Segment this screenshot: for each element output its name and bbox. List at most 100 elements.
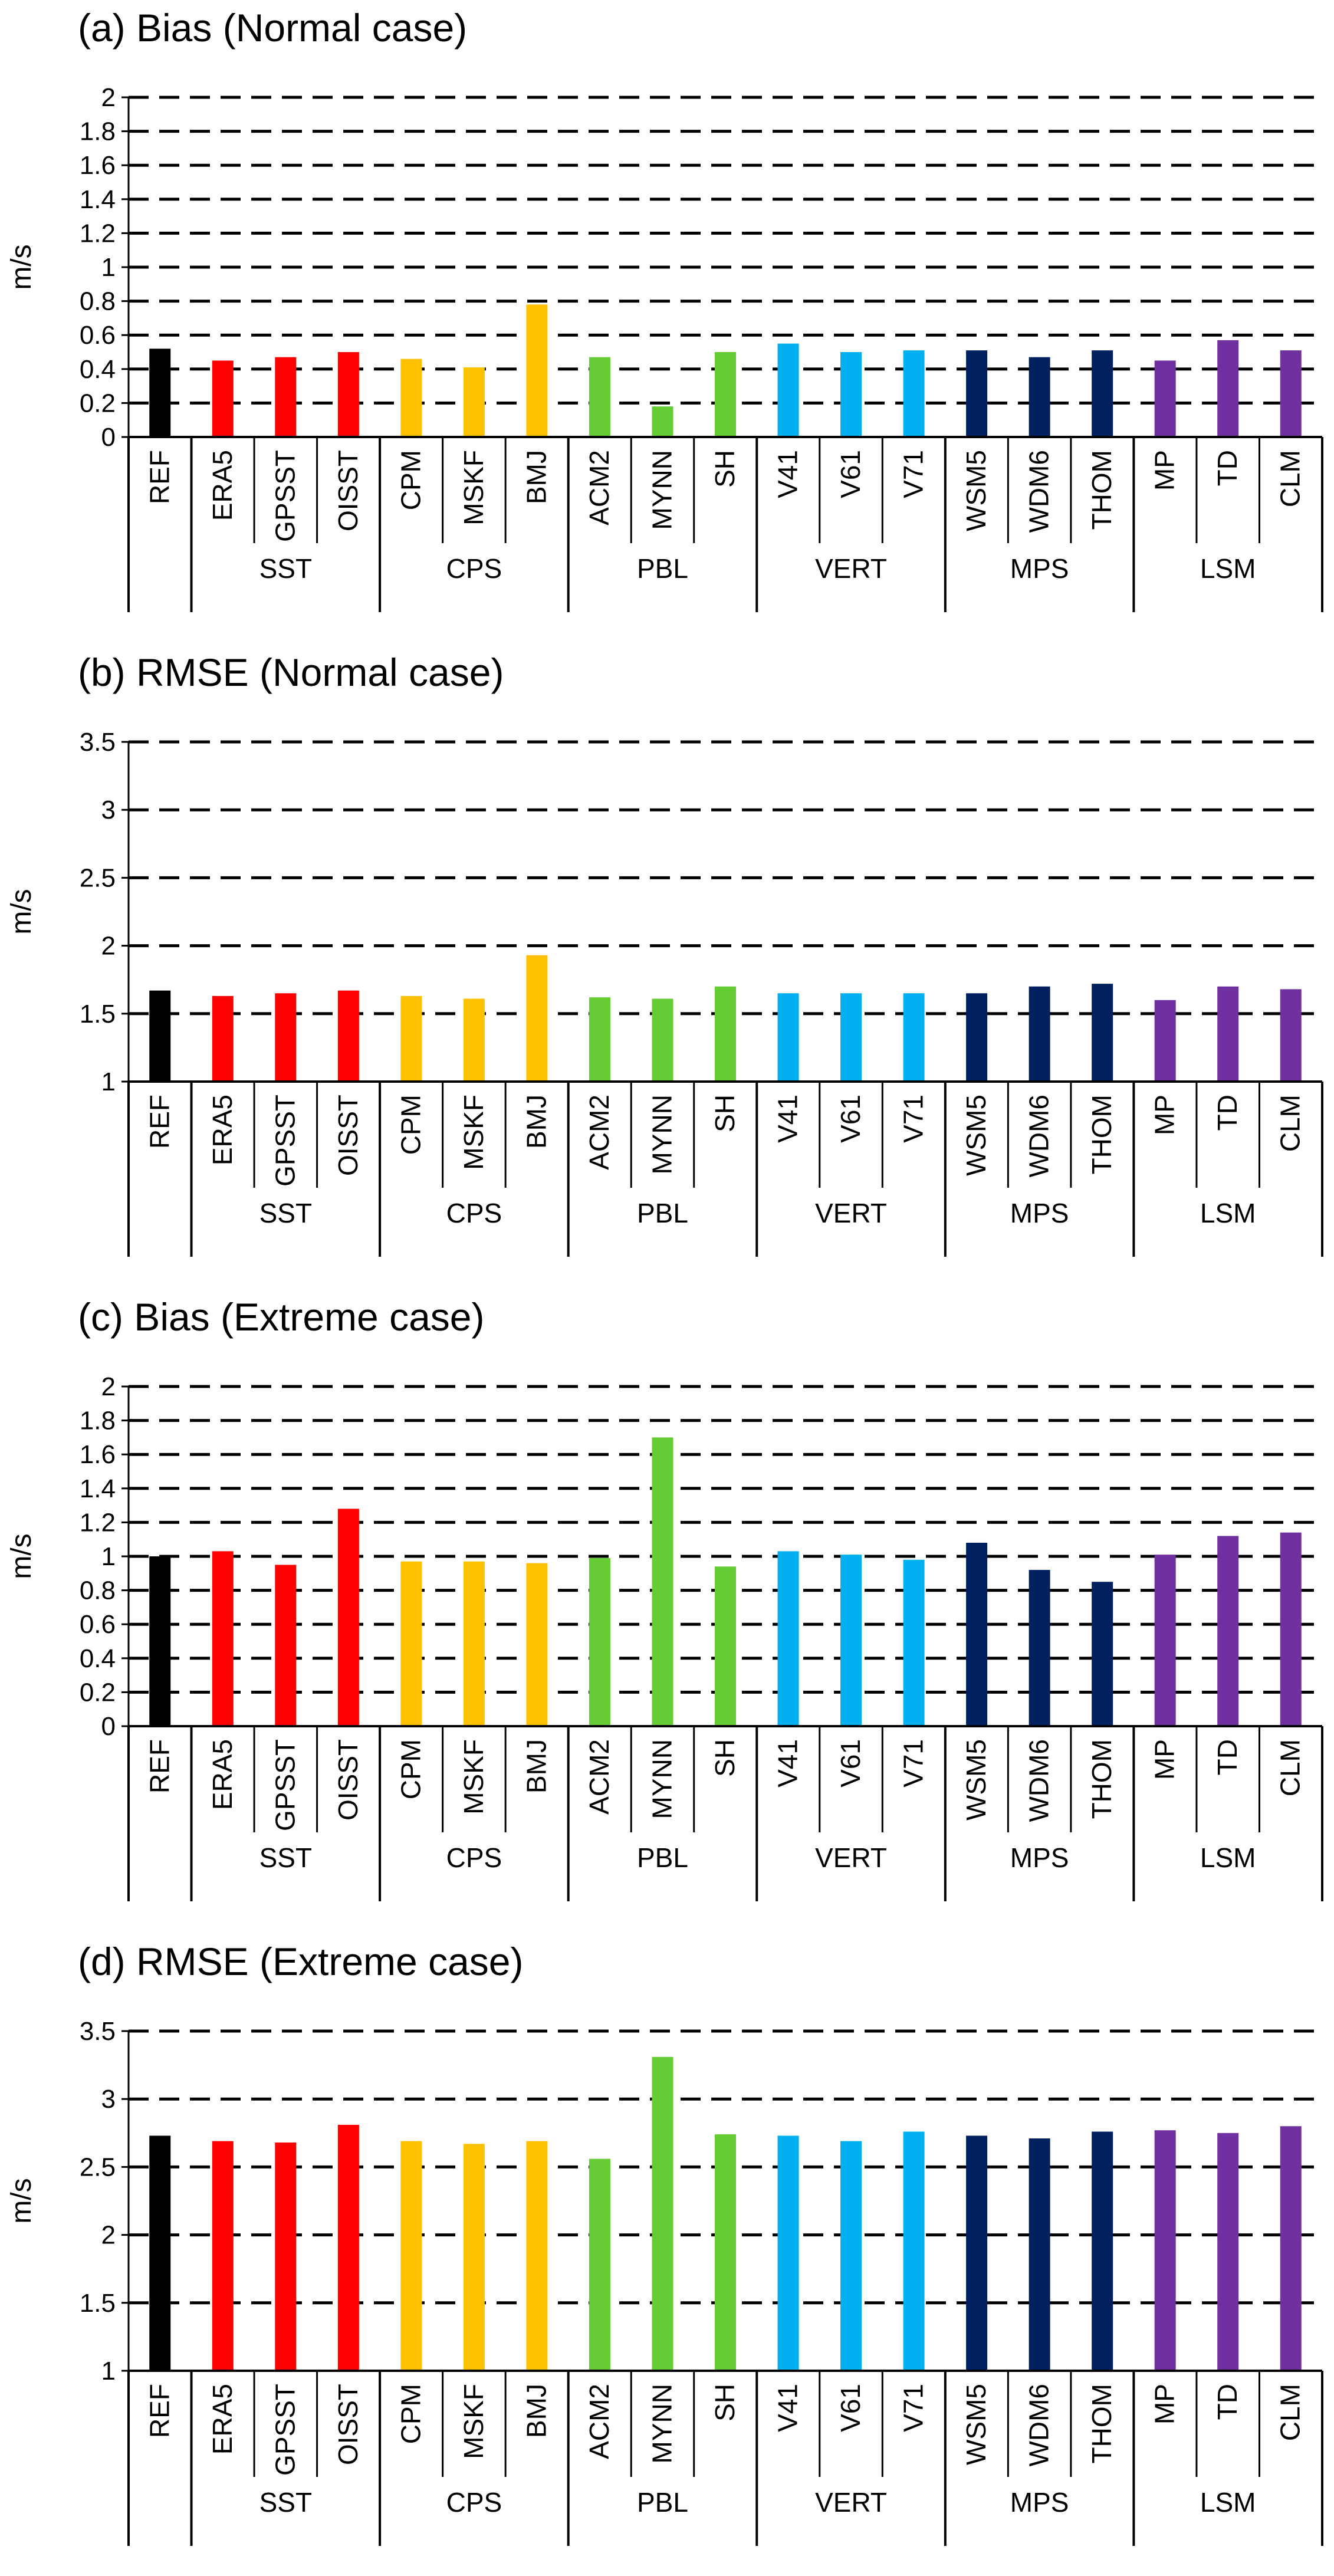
bar-sh [715, 2134, 736, 2371]
bar-cpm [400, 2141, 422, 2371]
category-label: CPM [395, 1739, 426, 1799]
category-label: SH [709, 450, 740, 488]
y-axis-label: m/s [6, 244, 37, 290]
y-axis-label: m/s [6, 1533, 37, 1579]
bar-v41 [777, 2135, 799, 2371]
y-tick-label: 0.4 [80, 355, 116, 384]
y-tick-label: 3.5 [80, 728, 116, 757]
category-label: MSKF [458, 1095, 489, 1170]
y-tick-label: 0 [101, 1712, 116, 1741]
y-tick-label: 1.2 [80, 1508, 116, 1537]
y-tick-label: 1.5 [80, 2289, 116, 2318]
group-label: CPS [446, 2487, 502, 2518]
bar-ref [149, 1556, 171, 1726]
category-label: THOM [1086, 1095, 1117, 1174]
group-label: PBL [637, 553, 688, 584]
category-label: MYNN [646, 1739, 677, 1819]
category-label: V71 [898, 1739, 929, 1788]
category-label: WDM6 [1024, 1739, 1054, 1822]
category-label: THOM [1086, 2384, 1117, 2463]
y-tick-label: 3 [101, 2085, 116, 2114]
bar-gpsst [275, 993, 297, 1082]
group-label: VERT [815, 2487, 887, 2518]
bar-v71 [903, 350, 925, 437]
category-label: V41 [773, 2384, 803, 2432]
y-tick-label: 1.6 [80, 151, 116, 180]
category-label: OISST [333, 1739, 363, 1821]
category-label: CLM [1275, 1095, 1306, 1152]
bar-thom [1092, 984, 1113, 1082]
bar-mynn [652, 2056, 673, 2371]
bar-gpsst [275, 357, 297, 437]
category-label: GPSST [270, 1739, 300, 1831]
bar-thom [1092, 2131, 1113, 2371]
category-label: CPM [395, 1095, 426, 1155]
chart-title: (d) RMSE (Extreme case) [78, 1940, 523, 1983]
group-label: MPS [1010, 553, 1069, 584]
category-label: WSM5 [961, 1095, 991, 1176]
bar-clm [1280, 2126, 1302, 2371]
bar-ref [149, 349, 171, 437]
group-label: PBL [637, 1842, 688, 1873]
category-label: WSM5 [961, 450, 991, 531]
bar-v71 [903, 1559, 925, 1726]
bar-oisst [337, 2124, 359, 2371]
bar-cpm [400, 1561, 422, 1726]
y-tick-label: 0.6 [80, 1610, 116, 1639]
y-tick-label: 1.8 [80, 1407, 116, 1435]
y-tick-label: 0.8 [80, 1576, 116, 1605]
bar-wdm6 [1029, 357, 1050, 437]
y-tick-label: 0.6 [80, 321, 116, 350]
category-label: MSKF [458, 450, 489, 525]
category-label: WDM6 [1024, 450, 1054, 533]
y-tick-label: 3.5 [80, 2017, 116, 2046]
y-tick-label: 0 [101, 423, 116, 452]
bar-gpsst [275, 2142, 297, 2371]
group-label: CPS [446, 553, 502, 584]
category-label: MSKF [458, 1739, 489, 1815]
category-label: SH [709, 2384, 740, 2421]
category-label: V41 [773, 1739, 803, 1788]
y-axis-label: m/s [6, 889, 37, 934]
category-label: V61 [835, 1095, 866, 1143]
bar-wsm5 [966, 1542, 988, 1726]
category-label: THOM [1086, 1739, 1117, 1819]
y-tick-label: 3 [101, 796, 116, 824]
category-label: BMJ [521, 1095, 551, 1149]
category-label: V71 [898, 450, 929, 498]
group-label: CPS [446, 1842, 502, 1873]
y-tick-label: 2.5 [80, 863, 116, 892]
group-label: LSM [1200, 1198, 1256, 1228]
bar-bmj [526, 304, 548, 437]
y-tick-label: 1 [101, 253, 116, 282]
chart-panel-4: (d) RMSE (Extreme case) 1 1.5 2 2.5 3 3.5 m/s RE… [6, 1940, 1323, 2546]
y-tick-label: 0.4 [80, 1644, 116, 1673]
category-label: MP [1149, 1739, 1180, 1780]
category-label: MP [1149, 2384, 1180, 2424]
bar-wdm6 [1029, 2138, 1050, 2371]
bar-wdm6 [1029, 1570, 1050, 1726]
chart-panel-2: (b) RMSE (Normal case) 1 1.5 2 2.5 3 3.5 m/s REF… [6, 650, 1323, 1257]
group-label: LSM [1200, 2487, 1256, 2518]
category-label: V61 [835, 2384, 866, 2432]
category-label: REF [144, 450, 175, 504]
bar-acm2 [589, 1558, 610, 1726]
bar-era5 [212, 360, 234, 437]
bar-clm [1280, 1532, 1302, 1726]
bar-cpm [400, 995, 422, 1082]
category-label: WDM6 [1024, 1095, 1054, 1178]
group-label: LSM [1200, 1842, 1256, 1873]
category-label: MYNN [646, 2384, 677, 2463]
category-label: REF [144, 1739, 175, 1793]
group-label: MPS [1010, 1842, 1069, 1873]
bar-mp [1154, 1555, 1176, 1726]
bar-bmj [526, 1563, 548, 1726]
bar-v61 [840, 352, 862, 437]
category-label: V71 [898, 2384, 929, 2432]
y-tick-label: 0.2 [80, 1678, 116, 1707]
category-label: MSKF [458, 2384, 489, 2459]
chart-title: (c) Bias (Extreme case) [78, 1295, 484, 1339]
bar-thom [1092, 1582, 1113, 1726]
category-label: TD [1212, 1095, 1243, 1131]
